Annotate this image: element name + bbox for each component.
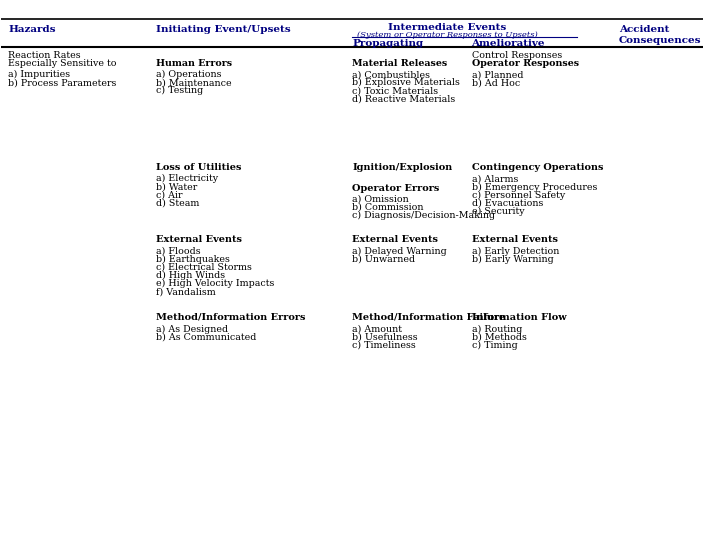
Text: a) Amount: a) Amount (352, 325, 402, 334)
Text: a) Floods: a) Floods (156, 247, 200, 256)
Text: Control Responses: Control Responses (472, 51, 562, 60)
Text: c) Air: c) Air (156, 191, 182, 199)
Text: External Events: External Events (472, 235, 557, 244)
Text: d) High Winds: d) High Winds (156, 271, 225, 280)
Text: c) Personnel Safety: c) Personnel Safety (472, 191, 564, 200)
Text: Loss of Utilities: Loss of Utilities (156, 163, 241, 172)
Text: Initiating Event/Upsets: Initiating Event/Upsets (156, 25, 290, 34)
Text: Operator Responses: Operator Responses (472, 59, 579, 68)
Text: b) Explosive Materials: b) Explosive Materials (352, 78, 460, 87)
Text: b) Usefulness: b) Usefulness (352, 333, 418, 342)
Text: a) Electricity: a) Electricity (156, 174, 218, 184)
Text: Especially Sensitive to: Especially Sensitive to (9, 59, 117, 68)
Text: External Events: External Events (156, 235, 242, 244)
Text: a) Combustibles: a) Combustibles (352, 70, 431, 79)
Text: b) Methods: b) Methods (472, 333, 526, 342)
Text: a) As Designed: a) As Designed (156, 325, 228, 334)
Text: Operator Errors: Operator Errors (352, 184, 440, 193)
Text: Hazards: Hazards (9, 25, 56, 34)
Text: c) Electrical Storms: c) Electrical Storms (156, 263, 251, 272)
Text: a) Omission: a) Omission (352, 195, 409, 204)
Text: b) Water: b) Water (156, 183, 197, 192)
Text: c) Timing: c) Timing (472, 341, 517, 350)
Text: c) Toxic Materials: c) Toxic Materials (352, 86, 438, 95)
Text: c) Diagnosis/Decision-Making: c) Diagnosis/Decision-Making (352, 211, 495, 220)
Text: b) Ad Hoc: b) Ad Hoc (472, 78, 520, 87)
Text: (System or Operator Responses to Upsets): (System or Operator Responses to Upsets) (356, 31, 537, 39)
Text: b) Process Parameters: b) Process Parameters (9, 78, 117, 87)
Text: e) High Velocity Impacts: e) High Velocity Impacts (156, 279, 274, 288)
Text: Propagating: Propagating (352, 39, 423, 48)
Text: a) Routing: a) Routing (472, 325, 522, 334)
Text: a) Impurities: a) Impurities (9, 70, 71, 79)
Text: d) Reactive Materials: d) Reactive Materials (352, 94, 456, 103)
Text: a) Alarms: a) Alarms (472, 174, 518, 184)
Text: Ignition/Explosion: Ignition/Explosion (352, 163, 452, 172)
Text: d) Steam: d) Steam (156, 199, 199, 207)
Text: Intermediate Events: Intermediate Events (388, 23, 506, 32)
Text: Reaction Rates: Reaction Rates (9, 51, 81, 60)
Text: b) Earthquakes: b) Earthquakes (156, 255, 230, 264)
Text: b) Commission: b) Commission (352, 203, 424, 212)
Text: c) Timeliness: c) Timeliness (352, 341, 416, 350)
Text: Human Errors: Human Errors (156, 59, 232, 68)
Text: c) Testing: c) Testing (156, 86, 203, 96)
Text: d) Evacuations: d) Evacuations (472, 199, 543, 207)
Text: Method/Information Errors: Method/Information Errors (156, 313, 305, 322)
Text: Accident
Consequences: Accident Consequences (619, 25, 701, 45)
Text: b) Early Warning: b) Early Warning (472, 255, 553, 264)
Text: a) Planned: a) Planned (472, 70, 523, 79)
Text: a) Delayed Warning: a) Delayed Warning (352, 247, 447, 256)
Text: Information Flow: Information Flow (472, 313, 566, 322)
Text: b) Unwarned: b) Unwarned (352, 255, 415, 264)
Text: Material Releases: Material Releases (352, 59, 448, 68)
Text: External Events: External Events (352, 235, 438, 244)
Text: e) Security: e) Security (472, 207, 524, 216)
Text: f) Vandalism: f) Vandalism (156, 287, 215, 296)
Text: Contingency Operations: Contingency Operations (472, 163, 603, 172)
Text: b) As Communicated: b) As Communicated (156, 333, 256, 342)
Text: a) Operations: a) Operations (156, 70, 221, 79)
Text: Ameliorative: Ameliorative (472, 39, 545, 48)
Text: b) Emergency Procedures: b) Emergency Procedures (472, 183, 597, 192)
Text: b) Maintenance: b) Maintenance (156, 78, 231, 87)
Text: Method/Information Failure: Method/Information Failure (352, 313, 505, 322)
Text: a) Early Detection: a) Early Detection (472, 247, 559, 256)
